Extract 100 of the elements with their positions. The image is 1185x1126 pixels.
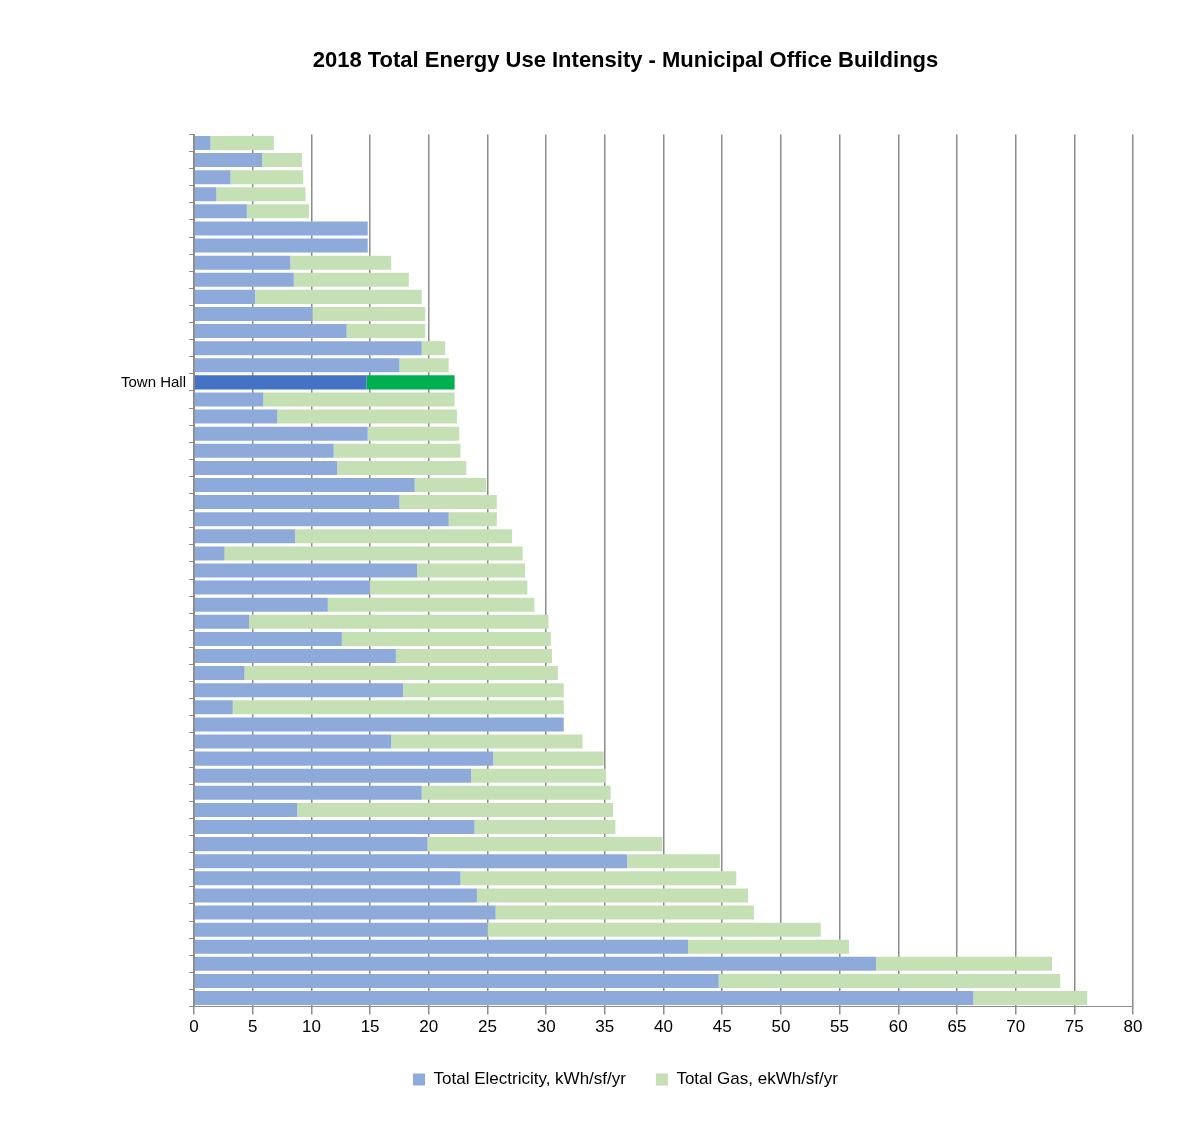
bar — [194, 153, 263, 168]
bar — [230, 170, 304, 185]
bar — [194, 631, 342, 646]
x-tick-label: 70 — [1006, 1017, 1026, 1037]
bar — [194, 614, 250, 629]
bar — [210, 135, 274, 150]
bar — [262, 153, 303, 168]
x-tick-label: 15 — [360, 1017, 380, 1037]
bar — [448, 512, 497, 527]
bar — [194, 204, 247, 219]
x-tick-label: 5 — [247, 1017, 258, 1037]
bar — [297, 802, 614, 817]
bar — [417, 563, 526, 578]
bar — [337, 460, 467, 475]
bar — [718, 973, 1061, 988]
bar — [402, 683, 564, 698]
x-tick-label: 80 — [1123, 1017, 1143, 1037]
x-tick-label: 45 — [712, 1017, 732, 1037]
bar — [194, 546, 225, 561]
bar — [460, 871, 737, 886]
bar — [627, 854, 720, 869]
x-tick-label: 20 — [419, 1017, 439, 1037]
bar — [194, 255, 291, 270]
x-tick-label: 55 — [830, 1017, 850, 1037]
bar — [399, 358, 449, 373]
bar — [312, 306, 426, 321]
bar — [399, 495, 497, 510]
bar — [327, 597, 535, 612]
bar — [194, 785, 422, 800]
bar — [194, 666, 245, 681]
y-tick-label: Town Hall — [120, 372, 187, 390]
bar — [367, 426, 460, 441]
bar — [194, 358, 400, 373]
bar — [290, 255, 392, 270]
bar — [293, 272, 409, 287]
bar — [216, 187, 306, 202]
legend-label: Total Gas, ekWh/sf/yr — [676, 1069, 839, 1089]
bar — [366, 375, 455, 390]
bar — [421, 341, 446, 356]
bar — [421, 785, 611, 800]
bar — [194, 939, 689, 954]
bar — [194, 512, 449, 527]
bar — [973, 991, 1088, 1006]
bar — [277, 409, 457, 424]
bar — [194, 170, 231, 185]
bar — [688, 939, 849, 954]
legend-label: Total Electricity, kWh/sf/yr — [433, 1069, 627, 1089]
bar — [194, 563, 418, 578]
bar — [194, 768, 472, 783]
bar — [427, 837, 663, 852]
bar — [194, 238, 368, 253]
bar — [414, 477, 487, 492]
bar — [263, 392, 455, 407]
bar — [194, 751, 494, 766]
bar — [341, 631, 551, 646]
bar — [194, 477, 415, 492]
bar — [487, 922, 821, 937]
bar — [476, 888, 749, 903]
bar — [194, 717, 564, 732]
bar — [194, 991, 974, 1006]
bar — [395, 649, 553, 664]
bar — [194, 460, 338, 475]
bar — [224, 546, 523, 561]
x-tick-label: 25 — [477, 1017, 497, 1037]
bar — [370, 580, 528, 595]
bar — [232, 700, 564, 715]
bar — [194, 649, 396, 664]
bar — [346, 324, 426, 339]
bar — [194, 956, 876, 971]
bar — [194, 922, 488, 937]
bar — [194, 289, 256, 304]
x-tick-label: 0 — [189, 1017, 199, 1037]
bar — [194, 905, 496, 920]
bar — [249, 614, 549, 629]
bar — [194, 341, 422, 356]
bar — [294, 529, 513, 544]
bar — [391, 734, 583, 749]
bar — [194, 443, 334, 458]
bar — [194, 392, 264, 407]
bar — [246, 204, 310, 219]
x-tick-label: 50 — [771, 1017, 791, 1037]
x-tick-label: 60 — [888, 1017, 908, 1037]
bar — [194, 529, 295, 544]
x-tick-label: 65 — [947, 1017, 967, 1037]
bar — [493, 751, 604, 766]
bar — [194, 135, 211, 150]
bar — [194, 973, 719, 988]
bar — [194, 837, 428, 852]
bar — [194, 409, 278, 424]
x-tick-label: 40 — [654, 1017, 673, 1037]
bar — [194, 683, 403, 698]
bar — [255, 289, 422, 304]
bar — [194, 700, 233, 715]
bar — [194, 597, 328, 612]
bar — [194, 871, 461, 886]
bar — [474, 820, 616, 835]
bar — [194, 495, 400, 510]
bar — [194, 820, 475, 835]
chart-title: 2018 Total Energy Use Intensity - Municipal Office Buildings — [312, 47, 939, 73]
bar — [333, 443, 461, 458]
